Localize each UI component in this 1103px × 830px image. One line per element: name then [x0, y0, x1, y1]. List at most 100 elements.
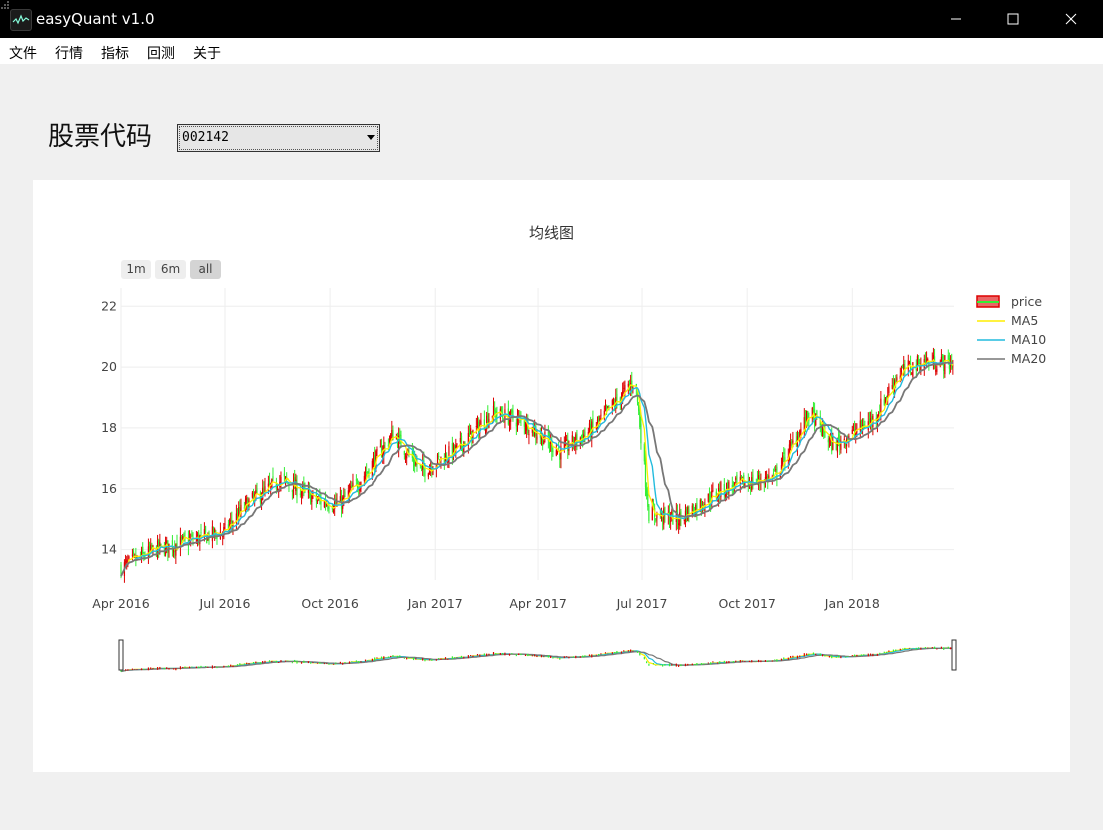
candle-body [638, 405, 640, 412]
candle-body [813, 409, 816, 428]
candle-body [152, 545, 154, 548]
candle-body [803, 417, 805, 432]
candle-body [715, 491, 717, 497]
candle-body [543, 440, 545, 445]
close-button[interactable] [1048, 0, 1094, 38]
candle-body [831, 432, 833, 452]
candle-body [837, 434, 840, 440]
candle-body [723, 484, 725, 495]
candle-body [739, 476, 741, 484]
menu-file[interactable]: 文件 [9, 46, 37, 62]
menu-about[interactable]: 关于 [193, 46, 221, 62]
candle-body [454, 445, 456, 452]
candle-body [542, 433, 544, 446]
range-button-1m[interactable]: 1m [121, 260, 151, 279]
candle-body [231, 520, 233, 524]
candle-body [772, 473, 775, 475]
slider-handle-right[interactable] [951, 639, 957, 671]
legend-entry[interactable]: MA5 [1011, 313, 1038, 328]
candle-body [326, 503, 328, 506]
legend-entry[interactable]: price [1011, 294, 1042, 309]
candle-body [382, 452, 384, 458]
dropdown-arrow-icon[interactable] [367, 135, 375, 140]
candle-body [611, 400, 613, 410]
candle-body [395, 437, 397, 439]
candle-body [895, 380, 897, 382]
candle-body [398, 435, 400, 451]
candle-body [415, 462, 417, 465]
candle-body [368, 469, 370, 477]
candle-body [478, 421, 480, 435]
candle-body [159, 541, 161, 547]
candle-body [572, 436, 575, 446]
window-title: easyQuant v1.0 [36, 10, 155, 28]
candle-body [431, 467, 433, 472]
candle-body [599, 418, 601, 421]
candle-body [917, 359, 920, 364]
candle-body [456, 443, 458, 445]
candle-body [180, 537, 183, 539]
range-button-all[interactable]: all [190, 260, 221, 279]
resize-grip-icon[interactable] [0, 0, 10, 10]
candle-body [267, 483, 270, 487]
moving-averages [120, 358, 954, 577]
candle-body [379, 446, 381, 448]
candle-body [376, 448, 378, 452]
chart-panel: 均线图 1m 6m all 14 16 18 20 22 Apr 2016 Jul 2016… [33, 180, 1070, 772]
stock-code-label: 股票代码 [48, 122, 153, 152]
candle-body [343, 495, 345, 500]
candle-body [195, 537, 198, 541]
candle-body [387, 444, 389, 447]
minimize-button[interactable] [933, 0, 979, 38]
legend-entry[interactable]: MA10 [1011, 332, 1046, 347]
ma-chart[interactable]: 14 16 18 20 22 Apr 2016 Jul 2016 Oct 2016 Jan 20… [33, 180, 1070, 772]
candle-body [640, 423, 642, 444]
candle-body [909, 363, 912, 371]
candle-body [200, 532, 202, 534]
x-tick-label: Jan 2018 [824, 596, 880, 611]
candle-body [211, 526, 214, 542]
slider-handle-left[interactable] [118, 639, 124, 671]
menu-market[interactable]: 行情 [55, 46, 83, 62]
stock-code-select[interactable]: 002142 [177, 124, 380, 152]
menu-indicator[interactable]: 指标 [101, 46, 129, 62]
candlesticks [120, 347, 954, 583]
candle-body [355, 479, 357, 481]
candle-body [164, 542, 167, 555]
candle-body [648, 506, 650, 521]
legend[interactable]: price MA5 MA10 MA20 [976, 294, 1046, 366]
x-tick-label: Jul 2017 [616, 596, 668, 611]
candle-body [380, 445, 383, 457]
candle-body [687, 507, 689, 521]
candle-body [692, 504, 695, 513]
candle-body [860, 419, 863, 429]
candle-body [700, 502, 703, 509]
candle-body [344, 491, 346, 498]
candle-body [750, 486, 752, 490]
menu-backtest[interactable]: 回测 [147, 46, 175, 62]
maximize-button[interactable] [990, 0, 1036, 38]
candle-body [883, 399, 885, 405]
candle-body [320, 498, 322, 505]
candle-body [900, 370, 903, 372]
candle-body [310, 492, 312, 505]
candle-body [475, 425, 477, 427]
candle-body [643, 444, 645, 462]
candle-body [582, 433, 584, 442]
candle-body [600, 414, 602, 416]
candle-body [244, 498, 247, 507]
candle-body [887, 395, 889, 397]
legend-entry[interactable]: MA20 [1011, 351, 1046, 366]
candle-body [364, 474, 367, 476]
candle-body [727, 481, 729, 495]
candle-body [160, 543, 162, 545]
range-button-6m[interactable]: 6m [155, 260, 186, 279]
candle-body [199, 535, 201, 544]
candle-body [515, 422, 517, 427]
candle-body [351, 485, 353, 488]
candle-body [534, 428, 536, 437]
candle-body [406, 455, 408, 459]
grid [120, 288, 954, 580]
range-slider[interactable] [118, 639, 957, 673]
candle-body [647, 493, 649, 507]
